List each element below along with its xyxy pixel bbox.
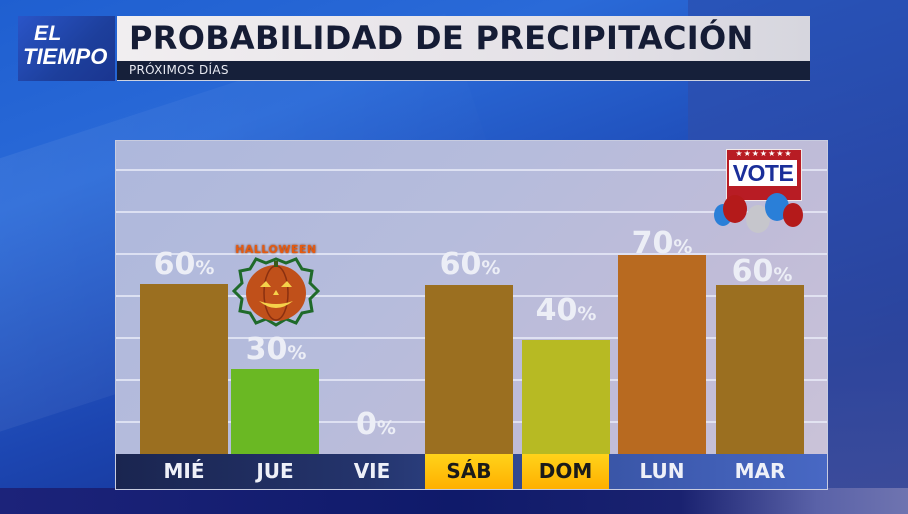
page-title: PROBABILIDAD DE PRECIPITACIÓN xyxy=(129,19,754,57)
value-label-lun: 70% xyxy=(631,226,693,261)
logo-line-1: EL xyxy=(34,22,62,45)
day-label-sab: SÁB xyxy=(425,454,513,489)
vote-sign-icon: ★★★★★★★ VOTE xyxy=(711,145,811,240)
value-label-dom: 40% xyxy=(535,293,597,328)
day-label-dom: DOM xyxy=(522,454,609,489)
bar-mie xyxy=(140,284,228,454)
title-banner: PROBABILIDAD DE PRECIPITACIÓN xyxy=(117,16,810,61)
day-label-vie: VIE xyxy=(353,459,391,483)
gridline xyxy=(116,211,827,213)
bar-lun xyxy=(618,255,706,454)
el-tiempo-logo: EL TIEMPO xyxy=(18,16,115,81)
day-label-mie: MIÉ xyxy=(163,459,205,483)
logo-line-2: TIEMPO xyxy=(23,44,108,69)
gridline xyxy=(116,253,827,255)
day-label-jue: JUE xyxy=(256,459,294,483)
vote-label: VOTE xyxy=(729,160,797,186)
value-label-sab: 60% xyxy=(439,247,501,282)
day-label-lun: LUN xyxy=(639,459,685,483)
halloween-label: HALLOWEEN xyxy=(235,243,317,256)
halloween-pumpkin-icon: HALLOWEEN xyxy=(226,243,326,335)
value-label-mar: 60% xyxy=(731,254,793,289)
bar-jue xyxy=(231,369,319,454)
bar-dom xyxy=(522,340,610,454)
value-label-jue: 30% xyxy=(245,332,307,367)
precipitation-chart: 60% 30% 0% 60% 40% 70% 60% HALLOWEEN ★★★… xyxy=(115,140,828,490)
bar-mar xyxy=(716,285,804,454)
background-bottom xyxy=(0,488,908,514)
page-subtitle: PRÓXIMOS DÍAS xyxy=(129,63,229,77)
gridline xyxy=(116,169,827,171)
bar-sab xyxy=(425,285,513,454)
vote-stars-top: ★★★★★★★ xyxy=(735,149,793,158)
day-axis: MIÉ JUE VIE SÁB DOM LUN MAR xyxy=(116,454,827,489)
value-label-vie: 0% xyxy=(356,407,396,442)
value-label-mie: 60% xyxy=(153,247,215,282)
subtitle-banner: PRÓXIMOS DÍAS xyxy=(117,61,810,81)
day-label-mar: MAR xyxy=(734,459,786,483)
